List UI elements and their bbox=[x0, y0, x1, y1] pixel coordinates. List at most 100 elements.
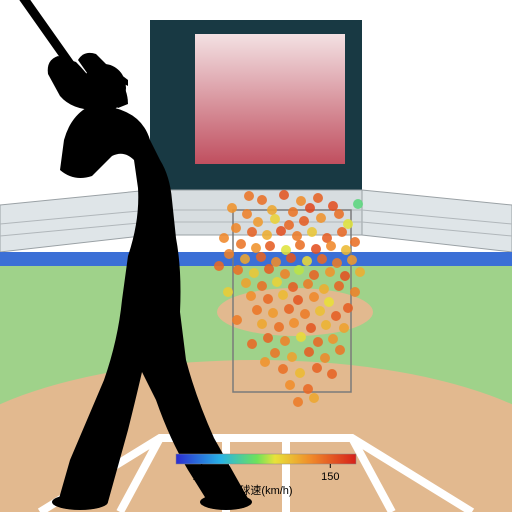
stands-1 bbox=[362, 190, 512, 252]
speed-colorbar bbox=[176, 454, 356, 464]
pitch-dot bbox=[265, 241, 275, 251]
pitch-dot bbox=[337, 227, 347, 237]
pitch-dot bbox=[274, 322, 284, 332]
pitch-dot bbox=[302, 256, 312, 266]
pitch-dot bbox=[325, 267, 335, 277]
pitch-dot bbox=[289, 318, 299, 328]
pitch-dot bbox=[341, 245, 351, 255]
pitch-dot bbox=[339, 323, 349, 333]
legend-tick: 150 bbox=[321, 471, 339, 483]
pitch-dot bbox=[309, 292, 319, 302]
pitch-dot bbox=[253, 217, 263, 227]
pitch-dot bbox=[241, 278, 251, 288]
pitch-dot bbox=[343, 219, 353, 229]
pitch-dot bbox=[214, 261, 224, 271]
pitch-dot bbox=[328, 201, 338, 211]
pitch-dot bbox=[247, 227, 257, 237]
pitch-dot bbox=[270, 214, 280, 224]
pitch-dot bbox=[353, 199, 363, 209]
pitch-dot bbox=[223, 287, 233, 297]
pitch-dot bbox=[350, 287, 360, 297]
pitch-dot bbox=[305, 203, 315, 213]
pitch-dot bbox=[293, 397, 303, 407]
pitch-dot bbox=[315, 306, 325, 316]
pitch-dot bbox=[231, 223, 241, 233]
pitch-dot bbox=[263, 333, 273, 343]
pitch-dot bbox=[260, 357, 270, 367]
pitch-dot bbox=[313, 193, 323, 203]
pitch-dot bbox=[340, 271, 350, 281]
stands-2 bbox=[150, 190, 362, 235]
pitch-dot bbox=[296, 196, 306, 206]
pitch-dot bbox=[299, 216, 309, 226]
pitch-dot bbox=[280, 336, 290, 346]
pitch-dot bbox=[247, 339, 257, 349]
pitch-dot bbox=[278, 290, 288, 300]
pitch-dot bbox=[263, 294, 273, 304]
pitch-dot bbox=[321, 320, 331, 330]
pitch-dot bbox=[256, 252, 266, 262]
pitch-dot bbox=[252, 305, 262, 315]
pitch-dot bbox=[319, 284, 329, 294]
pitch-dot bbox=[295, 240, 305, 250]
pitch-dot bbox=[303, 384, 313, 394]
pitch-dot bbox=[219, 233, 229, 243]
pitch-dot bbox=[320, 353, 330, 363]
pitch-dot bbox=[267, 205, 277, 215]
pitch-dot bbox=[284, 304, 294, 314]
pitch-dot bbox=[257, 281, 267, 291]
pitch-dot bbox=[242, 209, 252, 219]
pitch-dot bbox=[276, 226, 286, 236]
pitch-dot bbox=[262, 230, 272, 240]
pitch-dot bbox=[292, 231, 302, 241]
pitch-dot bbox=[312, 363, 322, 373]
pitch-dot bbox=[233, 265, 243, 275]
pitch-dot bbox=[257, 195, 267, 205]
pitch-dot bbox=[227, 203, 237, 213]
pitch-dot bbox=[249, 268, 259, 278]
pitch-dot bbox=[327, 369, 337, 379]
pitch-dot bbox=[244, 191, 254, 201]
pitch-dot bbox=[264, 264, 274, 274]
pitch-dot bbox=[293, 295, 303, 305]
pitch-dot bbox=[296, 332, 306, 342]
pitch-dot bbox=[257, 319, 267, 329]
pitch-dot bbox=[306, 323, 316, 333]
pitch-dot bbox=[311, 244, 321, 254]
pitch-dot bbox=[268, 308, 278, 318]
legend-title: 球速(km/h) bbox=[239, 483, 292, 497]
pitch-dot bbox=[286, 253, 296, 263]
pitch-dot bbox=[347, 255, 357, 265]
pitch-dot bbox=[251, 243, 261, 253]
pitch-dot bbox=[331, 311, 341, 321]
pitch-dot bbox=[309, 393, 319, 403]
pitch-dot bbox=[288, 282, 298, 292]
legend-tick: 100 bbox=[193, 471, 211, 483]
pitch-dot bbox=[270, 348, 280, 358]
pitch-dot bbox=[288, 207, 298, 217]
pitch-dot bbox=[343, 303, 353, 313]
pitch-dot bbox=[280, 269, 290, 279]
pitch-dot bbox=[224, 249, 234, 259]
pitch-dot bbox=[303, 279, 313, 289]
pitch-dot bbox=[334, 209, 344, 219]
pitch-dot bbox=[294, 265, 304, 275]
pitch-dot bbox=[350, 237, 360, 247]
outfield-wall bbox=[0, 252, 512, 266]
pitch-dot bbox=[332, 258, 342, 268]
pitch-dot bbox=[304, 347, 314, 357]
pitch-dot bbox=[285, 380, 295, 390]
pitch-dot bbox=[309, 270, 319, 280]
scoreboard-screen bbox=[195, 34, 345, 164]
pitch-dot bbox=[324, 297, 334, 307]
pitch-dot bbox=[300, 309, 310, 319]
pitch-dot bbox=[240, 254, 250, 264]
pitch-dot bbox=[287, 352, 297, 362]
pitch-dot bbox=[328, 334, 338, 344]
pitch-dot bbox=[334, 281, 344, 291]
pitch-dot bbox=[313, 337, 323, 347]
pitch-dot bbox=[326, 241, 336, 251]
pitch-dot bbox=[284, 220, 294, 230]
pitch-location-chart: 100 150 球速(km/h) bbox=[0, 0, 512, 512]
pitch-dot bbox=[232, 315, 242, 325]
